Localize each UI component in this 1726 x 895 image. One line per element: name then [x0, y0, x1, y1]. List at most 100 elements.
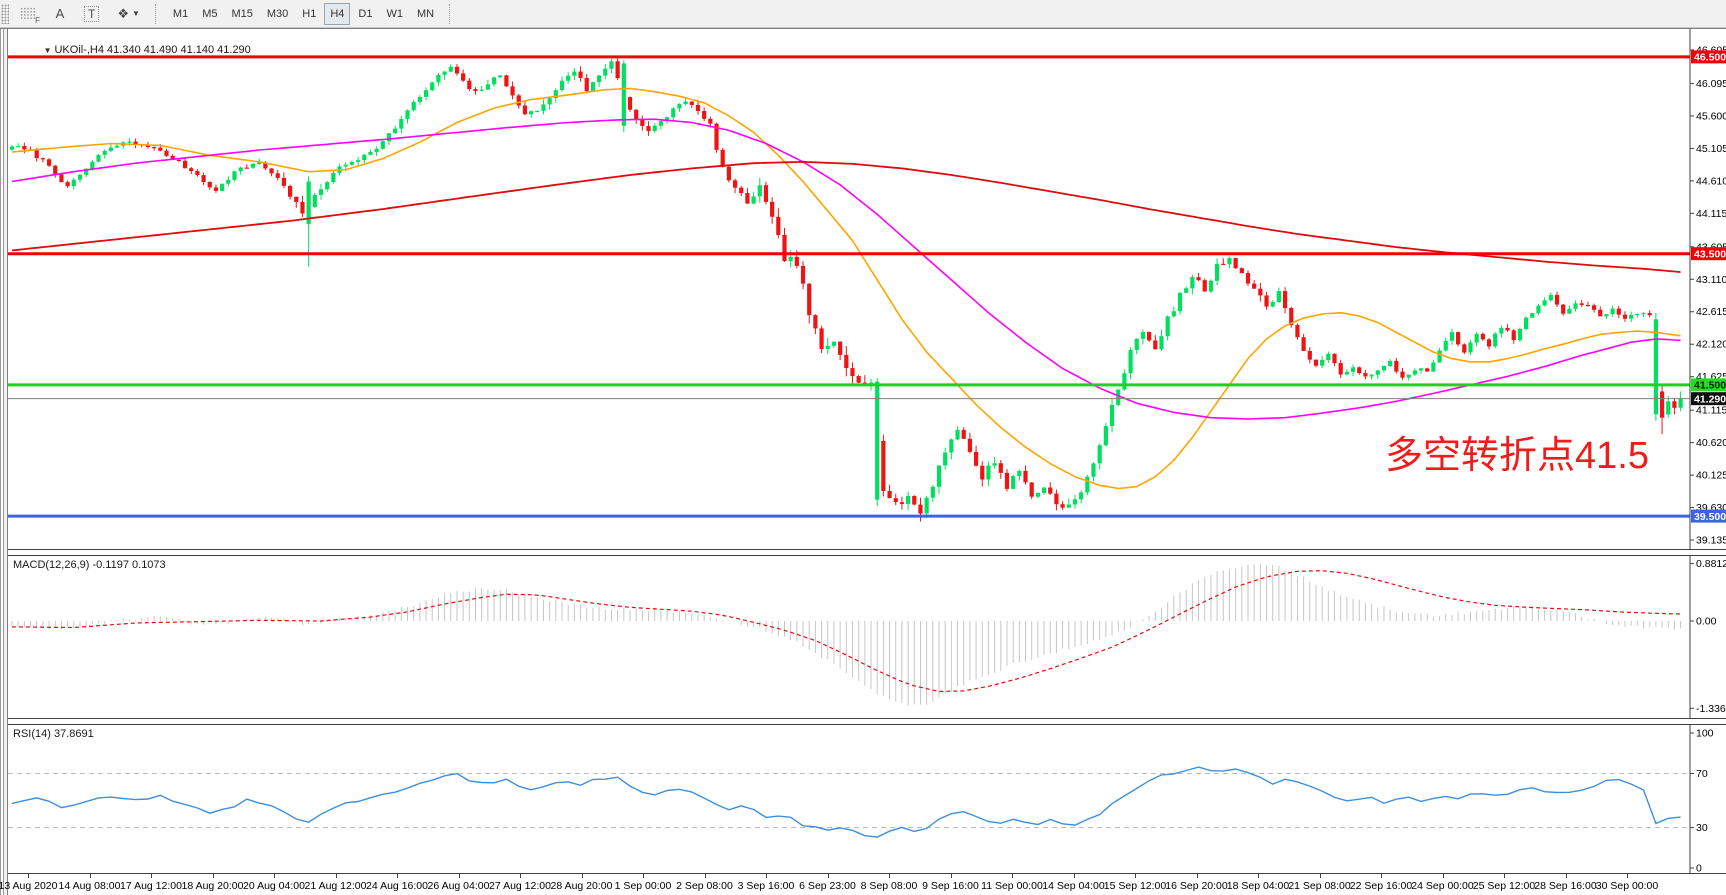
timeframe-button-M5[interactable]: M5 [202, 7, 218, 20]
candle [485, 84, 490, 90]
candle [1425, 368, 1430, 372]
svg-text:42.120: 42.120 [1696, 339, 1726, 351]
dropdown-caret-icon: ▼ [132, 9, 140, 18]
candle [695, 104, 701, 111]
candle [1418, 368, 1424, 371]
arrows-tool-button[interactable]: ❖ ▼ [110, 3, 147, 25]
time-tick [1565, 874, 1567, 878]
timeframe-button-H4[interactable]: H4 [324, 2, 351, 25]
symbol-title-text: UKOil-,H4 41.340 41.490 41.140 41.290 [54, 44, 251, 56]
price-badge [1691, 50, 1726, 64]
crosshair-grid-button[interactable]: F [13, 3, 43, 25]
candle [745, 193, 750, 204]
main-chart-canvas[interactable]: 46.60546.09545.60045.10544.61044.11543.6… [8, 29, 1726, 549]
candle [1202, 280, 1207, 292]
candle [720, 149, 725, 167]
time-tick-label: 2 Sep 08:00 [676, 880, 733, 892]
candle [1085, 476, 1090, 493]
candle [547, 98, 552, 105]
candle [411, 101, 416, 111]
candle [1641, 313, 1646, 315]
toolbar-grip[interactable] [1, 3, 9, 24]
candle [461, 73, 466, 81]
candle [46, 159, 52, 166]
candle [232, 171, 237, 180]
horizontal-levels[interactable] [8, 55, 1690, 518]
svg-text:40.620: 40.620 [1696, 437, 1726, 449]
rsi-pane[interactable]: 100 70 30 0 RSI(14) 37.8691 [8, 725, 1726, 873]
candle [1338, 363, 1343, 375]
candle [244, 167, 249, 169]
timeframe-button-H1[interactable]: H1 [302, 7, 317, 20]
pane-separator-2[interactable] [8, 718, 1726, 725]
svg-text:41.115: 41.115 [1696, 405, 1726, 417]
svg-text:44.610: 44.610 [1696, 175, 1726, 187]
candle [399, 118, 404, 129]
price-axis[interactable]: 0.8812 0.00 -1.3368 [1689, 556, 1726, 718]
candle [683, 101, 688, 105]
main-price-pane[interactable]: 46.60546.09545.60045.10544.61044.11543.6… [8, 29, 1726, 549]
candle [961, 429, 966, 439]
time-tick [89, 874, 91, 878]
time-tick [889, 874, 890, 878]
time-tick [643, 874, 644, 878]
candle [1190, 277, 1195, 289]
candle [1591, 305, 1597, 310]
text-tool-button[interactable]: T [77, 3, 106, 25]
candle [1147, 332, 1152, 341]
rsi-chart-canvas[interactable]: 100 70 30 0 [8, 725, 1726, 873]
macd-chart-canvas[interactable]: 0.8812 0.00 -1.3368 [8, 556, 1726, 718]
candle [1437, 350, 1442, 363]
svg-text:46.500: 46.500 [1694, 52, 1726, 64]
candle [1474, 333, 1479, 343]
timeframe-button-M30[interactable]: M30 [266, 7, 289, 20]
time-tick [520, 874, 521, 878]
candle [936, 465, 942, 487]
timeframe-button-M15[interactable]: M15 [231, 7, 253, 20]
candle [53, 165, 58, 175]
symbol-collapse-icon[interactable]: ▼ [43, 46, 52, 55]
price-axis[interactable]: 100 70 30 0 [1689, 725, 1714, 873]
candle [664, 117, 670, 122]
candle [1542, 300, 1547, 306]
candle [609, 61, 614, 69]
time-tick-label: 14 Sep 04:00 [1042, 880, 1105, 892]
pane-separator-1[interactable] [8, 549, 1726, 556]
time-axis[interactable]: 13 Aug 2020 14 Aug 08:00 17 Aug 12:00 18 Au… [0, 873, 1726, 895]
time-tick-label: 22 Sep 16:00 [1349, 880, 1413, 892]
time-tick-label: 6 Sep 23:00 [799, 880, 856, 892]
candle [918, 504, 923, 514]
candle [1554, 294, 1560, 305]
candle [590, 82, 596, 92]
time-tick-label: 18 Aug 20:00 [181, 880, 244, 892]
candle [498, 75, 503, 78]
timeframe-button-W1[interactable]: W1 [386, 7, 403, 20]
macd-pane[interactable]: 0.8812 0.00 -1.3368 MACD(12,26,9) -0.1197 … [8, 556, 1726, 718]
svg-text:44.115: 44.115 [1696, 208, 1726, 220]
candle [1524, 317, 1529, 330]
candle [881, 440, 886, 491]
price-axis[interactable]: 46.60546.09545.60045.10544.61044.11543.6… [1689, 29, 1726, 549]
time-tick [335, 874, 337, 878]
timeframe-button-D1[interactable]: D1 [358, 7, 373, 20]
chart-text-annotation[interactable]: 多空转折点41.5 [1385, 435, 1649, 477]
time-tick-label: 17 Aug 12:00 [120, 880, 182, 892]
candle [306, 181, 311, 225]
candle [294, 196, 299, 203]
time-tick-label: 28 Sep 16:00 [1534, 880, 1597, 892]
time-tick [1504, 874, 1505, 878]
candle [1258, 288, 1263, 296]
time-tick [458, 874, 460, 878]
candle [1332, 353, 1337, 364]
font-tool-button[interactable]: A [47, 3, 73, 25]
candle [584, 77, 589, 92]
timeframe-button-M1[interactable]: M1 [172, 7, 189, 20]
candle [1035, 492, 1040, 497]
timeframe-button-MN[interactable]: MN [416, 7, 435, 20]
time-tick [212, 874, 214, 878]
candle [553, 90, 558, 99]
candle [751, 196, 756, 204]
candle [325, 182, 330, 190]
time-tick-label: 11 Sep 00:00 [981, 880, 1043, 892]
candle [1666, 401, 1671, 415]
